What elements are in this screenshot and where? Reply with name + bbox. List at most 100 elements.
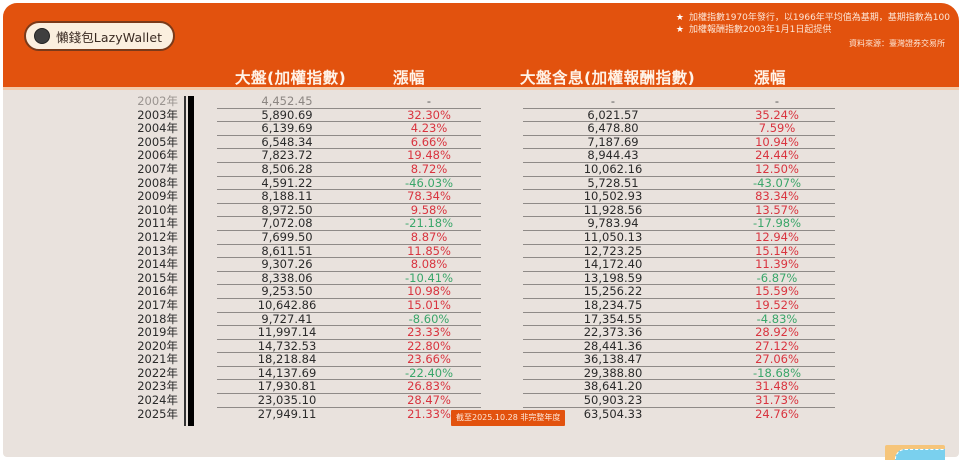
- header-banner: 懶錢包LazyWallet ★ 加權指數1970年發行，以1966年平均值為基期，…: [3, 3, 959, 87]
- change-value: 12.94%: [755, 229, 799, 244]
- table-row: 14,137.69 -22.40%: [217, 366, 481, 381]
- table-row: 8,944.43 24.44%: [523, 149, 835, 163]
- table-row: 29,388.80 -18.68%: [523, 365, 835, 381]
- index-value: 11,928.56: [583, 202, 643, 217]
- change-value: 11.39%: [755, 257, 799, 272]
- table-row: 23,035.10 28.47%: [217, 393, 481, 408]
- change-value: -18.68%: [753, 365, 801, 380]
- change-value: 78.34%: [407, 189, 451, 204]
- table-row: 6,548.34 6.66%: [217, 134, 481, 150]
- change-value: -8.60%: [408, 311, 450, 326]
- taiex-table: 4,452.45-5,890.69 32.30% 6,139.69 4.23% 6,54…: [217, 94, 481, 421]
- table-row: 36,138.47 27.06%: [523, 353, 835, 367]
- index-value: 8,611.51: [261, 243, 313, 258]
- year-label: 2022年: [137, 365, 178, 380]
- index-value: 6,139.69: [261, 121, 313, 136]
- index-value: 29,388.80: [583, 365, 643, 380]
- year-label: 2014年: [137, 257, 178, 272]
- table-row: 9,727.41 -8.60%: [217, 311, 481, 327]
- table-row: 7,187.69 10.94%: [523, 134, 835, 150]
- note-item: ★ 加權報酬指數2003年1月1日起提供: [675, 25, 832, 35]
- year-label: 2025年: [137, 406, 178, 421]
- change-value: 24.44%: [755, 148, 799, 163]
- year-column: 2002年 2003年 2004年 2005年 2006年 2007年 2008年 2009年…: [126, 94, 178, 421]
- index-value: 11,997.14: [257, 325, 317, 340]
- data-source: 資料來源：臺灣證券交易所: [849, 39, 945, 48]
- change-value: 23.66%: [407, 352, 451, 367]
- year-label: 2002年: [137, 94, 178, 108]
- table-row: --: [523, 94, 835, 109]
- change-value: 19.52%: [755, 297, 799, 312]
- table-row: 18,234.75 19.52%: [523, 297, 835, 313]
- year-label: 2012年: [137, 229, 178, 244]
- index-value: 14,172.40: [583, 257, 643, 272]
- table-row: 11,928.56 13.57%: [523, 202, 835, 218]
- table-row: 6,021.57 35.24%: [523, 108, 835, 123]
- table-row: 6,139.69 4.23%: [217, 122, 481, 136]
- change-value: 15.14%: [755, 243, 799, 258]
- total-return-table: - -6,021.57 35.24% 6,478.80 7.59% 7,187.69 10.…: [523, 94, 835, 421]
- table-row: 8,506.28 8.72%: [217, 161, 481, 177]
- change-value: 11.85%: [407, 243, 451, 258]
- change-value: 27.12%: [755, 338, 799, 353]
- year-label: 2003年: [137, 107, 178, 122]
- index-value: 10,502.93: [583, 189, 643, 204]
- index-value: 7,072.08: [261, 216, 313, 231]
- brand-label: 懶錢包LazyWallet: [56, 29, 163, 45]
- index-value: 7,823.72: [261, 148, 313, 163]
- change-value: 15.01%: [407, 297, 451, 312]
- change-value: 8.87%: [410, 229, 448, 244]
- index-value: 8,188.11: [261, 189, 313, 204]
- year-label: 2016年: [137, 284, 178, 299]
- change-value: 22.80%: [407, 338, 451, 353]
- table-row: 22,373.36 28.92%: [523, 325, 835, 340]
- change-value: 4.23%: [410, 121, 448, 136]
- change-value: -17.98%: [753, 216, 801, 231]
- header-total-return-change: 漲幅: [754, 69, 787, 87]
- year-label: 2008年: [137, 175, 178, 190]
- index-value: 11,050.13: [583, 229, 643, 244]
- table-row: 10,502.93 83.34%: [523, 190, 835, 204]
- change-value: 8.72%: [410, 161, 448, 176]
- table-row: 9,253.50 10.98%: [217, 285, 481, 299]
- change-value: 10.94%: [755, 134, 799, 149]
- year-label: 2006年: [137, 148, 178, 163]
- change-value: 12.50%: [755, 161, 799, 176]
- index-value: 10,642.86: [257, 297, 317, 312]
- year-label: 2019年: [137, 325, 178, 340]
- corner-illustration: [885, 445, 945, 460]
- index-value: 15,256.22: [583, 284, 643, 299]
- table-row: 10,062.16 12.50%: [523, 161, 835, 177]
- table-row: 4,591.22 -46.03%: [217, 176, 481, 191]
- table-row: 13,198.59 -6.87%: [523, 270, 835, 286]
- partial-year-badge: 截至2025.10.28 非完整年度: [451, 410, 566, 426]
- index-value: 13,198.59: [583, 270, 643, 285]
- change-value: -: [774, 94, 780, 108]
- index-value: 6,548.34: [261, 134, 313, 149]
- year-label: 2005年: [137, 134, 178, 149]
- table-row: 11,997.14 23.33%: [217, 325, 481, 340]
- index-value: 28,441.36: [583, 338, 643, 353]
- table-row: 8,338.06 -10.41%: [217, 271, 481, 286]
- year-label: 2007年: [137, 161, 178, 176]
- change-value: 21.33%: [407, 406, 451, 421]
- index-value: 7,699.50: [261, 229, 313, 244]
- table-row: 6,478.80 7.59%: [523, 122, 835, 136]
- index-value: 9,783.94: [587, 216, 639, 231]
- change-value: 28.47%: [407, 393, 451, 408]
- year-label: 2010年: [137, 202, 178, 217]
- index-value: 36,138.47: [583, 352, 643, 367]
- change-value: -: [426, 94, 432, 108]
- note-item: ★ 加權指數1970年發行，以1966年平均值為基期，基期指數為100: [675, 13, 950, 23]
- change-value: 32.30%: [407, 107, 451, 122]
- year-label: 2017年: [137, 297, 178, 312]
- change-value: -6.87%: [756, 270, 798, 285]
- index-value: 17,354.55: [583, 311, 643, 326]
- table-row: 8,611.51 11.85%: [217, 243, 481, 259]
- table-row: 18,218.84 23.66%: [217, 353, 481, 367]
- year-label: 2011年: [137, 216, 178, 231]
- index-value: 5,890.69: [261, 107, 313, 122]
- index-value: 17,930.81: [257, 379, 317, 394]
- change-value: 31.73%: [755, 393, 799, 408]
- index-value: 10,062.16: [583, 161, 643, 176]
